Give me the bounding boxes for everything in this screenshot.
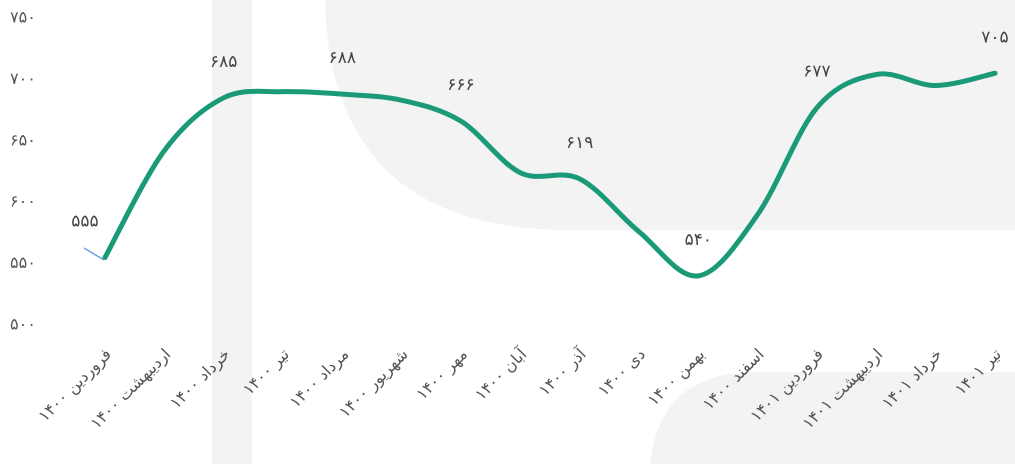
pointer-line bbox=[83, 247, 105, 261]
y-tick-label: ۷۰۰ bbox=[10, 69, 36, 88]
y-tick-label: ۵۵۰ bbox=[10, 253, 36, 272]
y-tick-label: ۶۰۰ bbox=[10, 192, 36, 211]
y-tick-label: ۷۵۰ bbox=[10, 8, 36, 27]
x-tick-label: آبان ۱۴۰۰ bbox=[471, 343, 531, 403]
x-tick-label: مهر ۱۴۰۰ bbox=[412, 345, 472, 405]
background-shape bbox=[325, 0, 1015, 230]
background-shape bbox=[650, 371, 1015, 464]
data-label: ۶۶۶ bbox=[447, 75, 474, 95]
background-band bbox=[212, 0, 252, 464]
x-tick-label: آذر ۱۴۰۰ bbox=[535, 343, 592, 400]
data-label: ۵۵۵ bbox=[71, 211, 98, 231]
data-label: ۶۱۹ bbox=[566, 133, 593, 153]
data-label: ۶۸۸ bbox=[329, 48, 356, 68]
data-label: ۷۰۵ bbox=[981, 27, 1008, 47]
y-tick-label: ۶۵۰ bbox=[10, 130, 36, 149]
data-label: ۵۴۰ bbox=[685, 230, 712, 250]
y-tick-label: ۵۰۰ bbox=[10, 315, 36, 334]
data-label: ۶۸۵ bbox=[210, 52, 237, 72]
line bbox=[102, 70, 998, 279]
data-label: ۶۷۷ bbox=[803, 62, 830, 82]
x-tick-label: دی ۱۴۰۰ bbox=[594, 345, 649, 400]
